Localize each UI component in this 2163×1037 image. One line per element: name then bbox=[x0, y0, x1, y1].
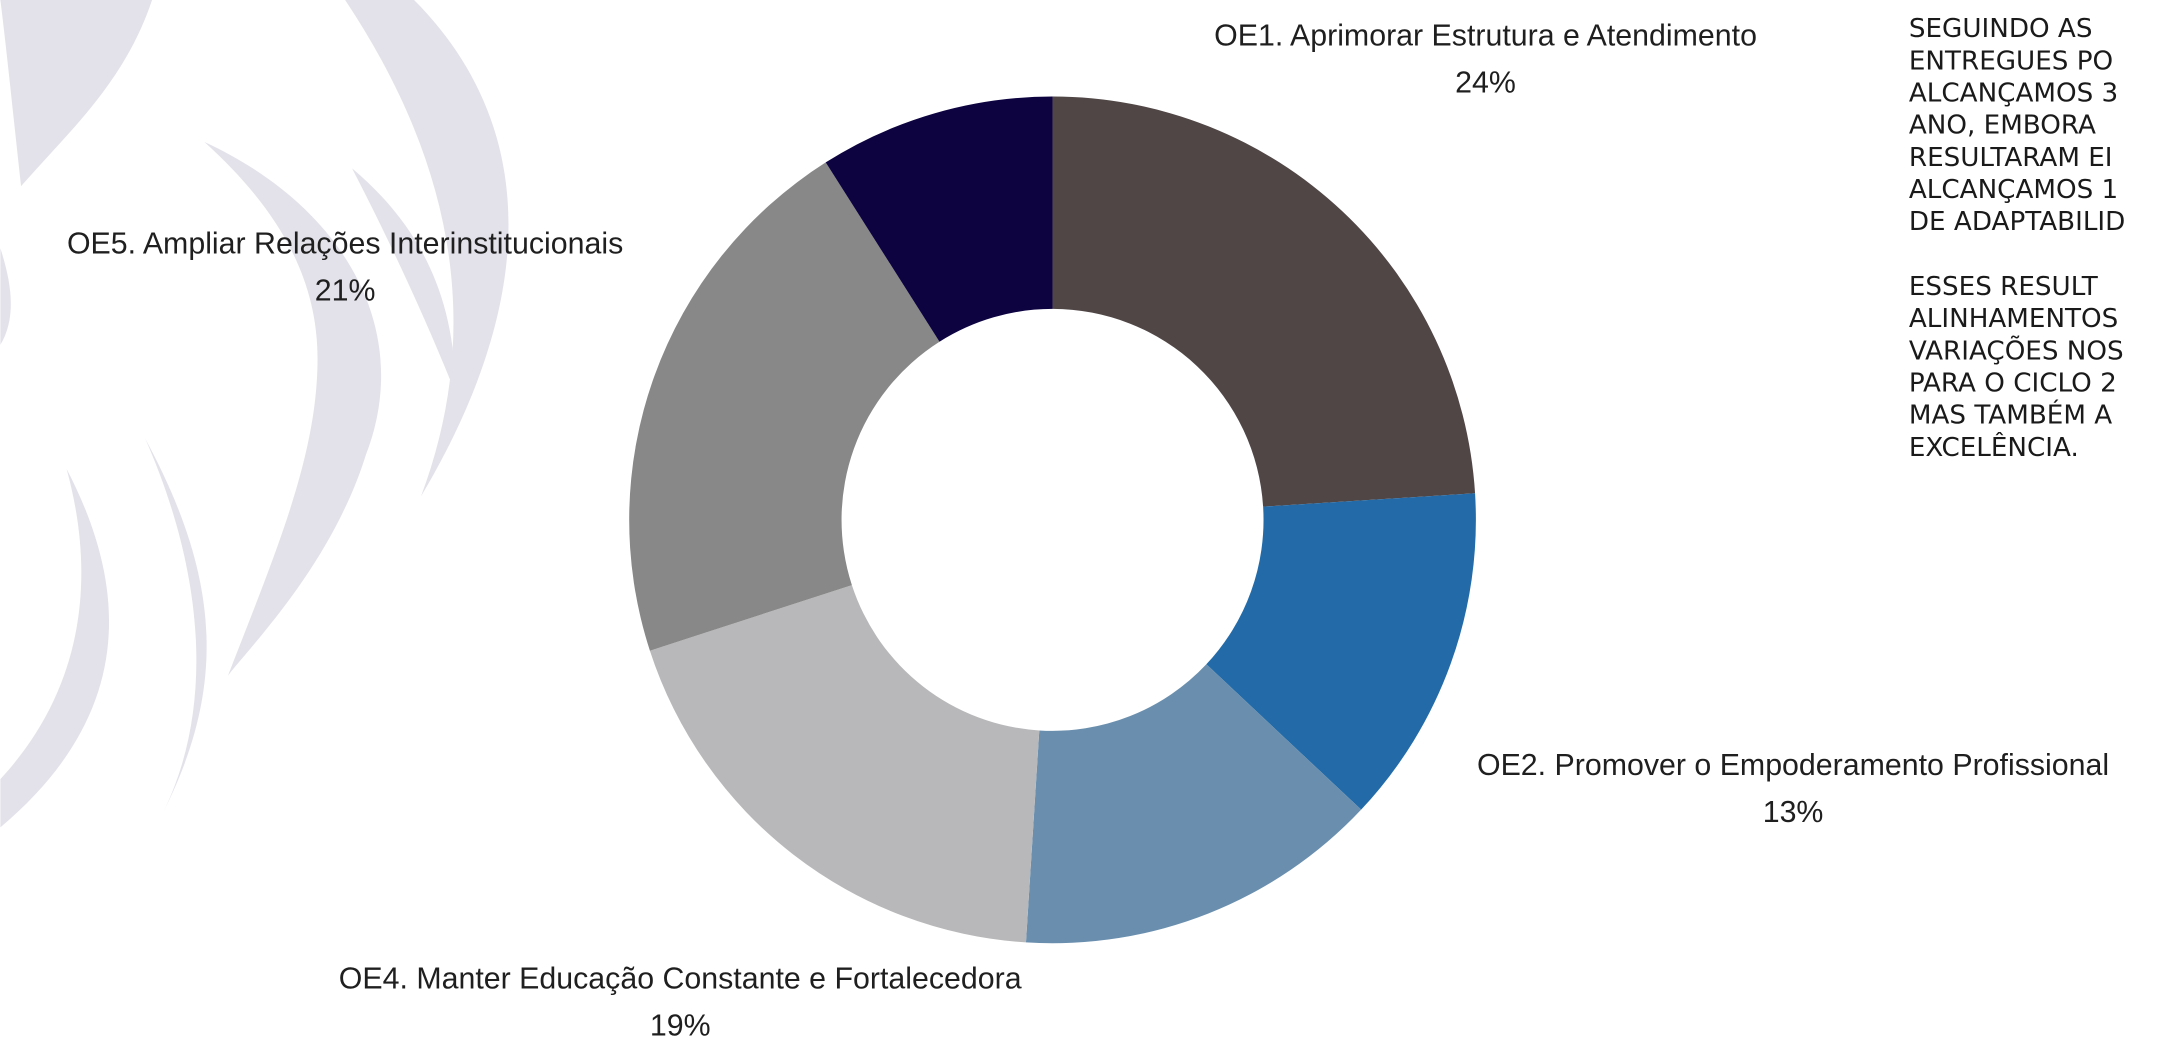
donut-segment bbox=[1053, 97, 1476, 507]
category-label: OE5. Ampliar Relações Interinstitucionai… bbox=[67, 228, 623, 261]
chart: OE1. Aprimorar Estrutura e Atendimento 24… bbox=[0, 0, 2163, 1037]
side-text-line: ANO, EMBORA bbox=[1909, 111, 2096, 141]
side-text-line: EXCELÊNCIA. bbox=[1909, 431, 2079, 463]
value-label: 24% bbox=[1455, 66, 1516, 99]
page: {"chart_data": {"type": "donut", "catego… bbox=[0, 0, 2163, 1037]
donut bbox=[629, 97, 1476, 944]
category-label: OE4. Manter Educação Constante e Fortale… bbox=[339, 963, 1022, 996]
value-label: 13% bbox=[1763, 796, 1824, 829]
side-text-line: ESSES RESULT bbox=[1909, 272, 2099, 302]
side-text-line: VARIAÇÕES NOS bbox=[1909, 334, 2124, 366]
side-text-line: MAS TAMBÉM A bbox=[1909, 399, 2112, 431]
value-label: 19% bbox=[650, 1010, 711, 1037]
side-text-line: RESULTARAM EI bbox=[1909, 143, 2113, 173]
value-label: 21% bbox=[315, 275, 376, 308]
category-label: OE1. Aprimorar Estrutura e Atendimento bbox=[1214, 20, 1757, 53]
side-text-line: ALINHAMENTOS bbox=[1909, 304, 2118, 334]
side-text-line: PARA O CICLO 2 bbox=[1909, 368, 2117, 398]
side-text-line: SEGUINDO AS bbox=[1909, 14, 2093, 44]
category-label: OE2. Promover o Empoderamento Profission… bbox=[1477, 749, 2109, 782]
side-text-line: ALCANÇAMOS 3 bbox=[1909, 78, 2118, 108]
donut-segment bbox=[650, 585, 1039, 942]
side-text-line: ENTREGUES PO bbox=[1909, 46, 2113, 76]
side-text-line: ALCANÇAMOS 1 bbox=[1909, 175, 2118, 205]
background-decoration bbox=[0, 0, 508, 827]
side-text-line: DE ADAPTABILID bbox=[1909, 207, 2125, 237]
